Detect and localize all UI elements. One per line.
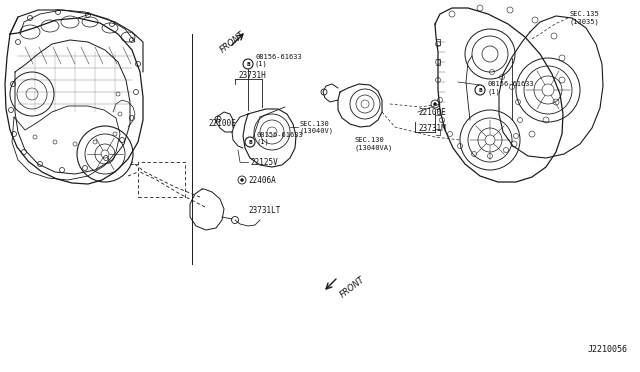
Text: B: B: [248, 140, 252, 144]
Circle shape: [241, 179, 243, 182]
Text: 22406A: 22406A: [248, 176, 276, 185]
Text: J2210056: J2210056: [588, 345, 628, 354]
Text: FRONT: FRONT: [218, 30, 246, 54]
Circle shape: [243, 59, 253, 69]
Text: SEC.130: SEC.130: [300, 121, 330, 127]
Text: (13040V): (13040V): [300, 128, 334, 134]
Text: 23731LT: 23731LT: [248, 205, 280, 215]
Text: FRONT: FRONT: [338, 275, 366, 299]
Circle shape: [245, 137, 255, 147]
Text: (1): (1): [257, 139, 269, 145]
Text: 22100E: 22100E: [418, 108, 445, 116]
Text: B: B: [478, 87, 482, 93]
Text: SEC.130: SEC.130: [355, 137, 385, 143]
Text: 23731H: 23731H: [238, 71, 266, 80]
Text: 08156-61633: 08156-61633: [257, 132, 304, 138]
Circle shape: [433, 103, 436, 106]
Text: 22100E: 22100E: [208, 119, 236, 128]
Text: SEC.135: SEC.135: [570, 11, 600, 17]
Text: (1): (1): [255, 61, 268, 67]
Text: 08156-61633: 08156-61633: [488, 81, 535, 87]
Text: (13040VA): (13040VA): [355, 145, 393, 151]
Text: 22125V: 22125V: [250, 157, 278, 167]
Text: (13035): (13035): [570, 19, 600, 25]
Text: 08156-61633: 08156-61633: [255, 54, 301, 60]
Circle shape: [475, 85, 485, 95]
Text: B: B: [246, 61, 250, 67]
Text: (1): (1): [488, 89, 500, 95]
Text: 23731M: 23731M: [418, 124, 445, 132]
